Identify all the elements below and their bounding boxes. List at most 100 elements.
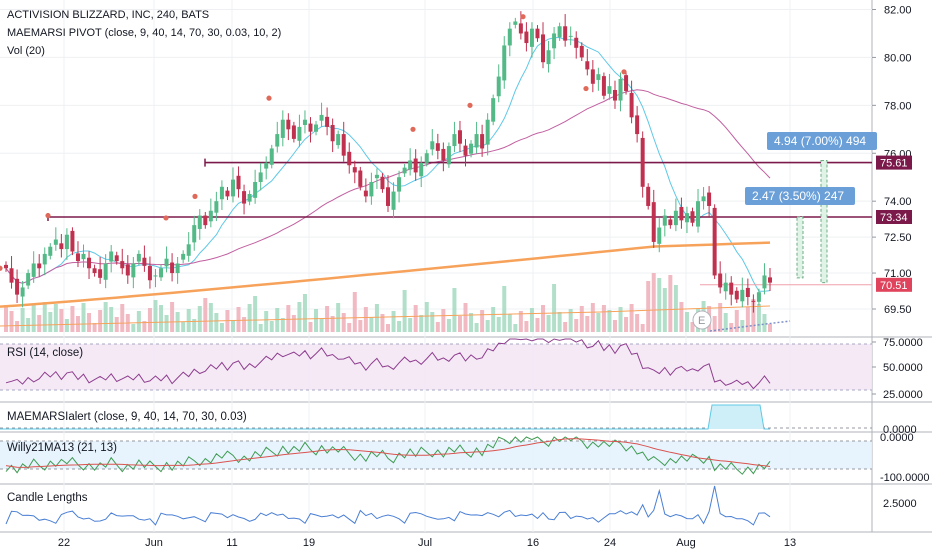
ma-fast-line — [5, 36, 771, 292]
candle-body — [15, 278, 20, 295]
candle-body — [679, 206, 684, 221]
measure-tool[interactable]: 4.94 (7.00%) 494 2.47 (3.50%) 247 E — [692, 132, 877, 332]
volume-bar — [286, 305, 291, 332]
volume-bar — [734, 310, 739, 332]
volume-bar — [413, 305, 418, 332]
willy-tick-label: 0.0000 — [880, 432, 914, 444]
candle-body — [607, 86, 612, 94]
volume-bar — [4, 306, 8, 332]
volume-bar — [768, 324, 772, 332]
candle-body — [723, 282, 728, 292]
candle-body — [42, 253, 47, 265]
candle-body — [341, 134, 346, 156]
candle-body — [4, 264, 8, 269]
candle-body — [109, 251, 114, 262]
rsi-title: RSI (14, close) — [7, 347, 83, 359]
candle-body — [48, 246, 53, 256]
pivot-dot — [410, 126, 416, 132]
volume-bar — [31, 305, 36, 332]
time-axis[interactable]: 22 Jun 11 19 Jul 16 24 Aug 13 — [58, 537, 796, 549]
rsi-tick-label: 75.0000 — [883, 337, 923, 349]
level-price-box — [876, 277, 912, 292]
candle-body — [142, 257, 147, 266]
volume-bar — [42, 302, 47, 332]
candle-body — [308, 123, 313, 132]
volume-bar — [673, 285, 678, 332]
alert-line — [0, 404, 770, 430]
price-axis[interactable]: 82.0080.0078.0076.0074.0072.5071.0069.50… — [872, 5, 930, 511]
rsi-tick-label: 50.0000 — [883, 362, 923, 374]
candle-body — [402, 167, 407, 174]
candle-body — [568, 35, 573, 37]
candle-body — [579, 45, 584, 58]
price-tick-label: 72.50 — [884, 232, 912, 244]
volume-bar — [640, 324, 645, 332]
candle-body — [103, 263, 108, 280]
candle-body — [408, 160, 413, 170]
measure-label-lower-bg — [745, 187, 855, 205]
candle-body — [718, 273, 723, 288]
rsi-line — [5, 338, 771, 390]
candle-body — [507, 28, 512, 46]
price-tick-label: 82.00 — [884, 5, 912, 17]
pivot-dot — [583, 85, 589, 92]
volume-bar — [308, 322, 313, 332]
volume-bar — [469, 313, 474, 332]
volume-bar — [9, 311, 14, 332]
volume-bar — [391, 311, 396, 332]
candle-body — [258, 172, 263, 183]
volume-bar — [541, 305, 546, 332]
candle-body — [624, 75, 629, 91]
candle-body — [153, 275, 158, 277]
candle-body — [635, 115, 640, 135]
willy-ma-line — [5, 438, 771, 468]
candle-body — [657, 227, 662, 244]
willy-pane[interactable] — [0, 436, 872, 475]
volume-bar — [612, 320, 617, 332]
candle-body — [745, 287, 750, 298]
candle-body — [64, 234, 69, 250]
price-pane[interactable]: 4.94 (7.00%) 494 2.47 (3.50%) 247 E — [0, 11, 877, 332]
indicator-volume-title: Vol (20) — [7, 45, 45, 57]
candle-body — [496, 76, 501, 97]
candle-body — [125, 264, 130, 276]
volume-bar — [352, 292, 357, 332]
rsi-pane[interactable] — [0, 338, 872, 391]
candle-body — [98, 269, 103, 278]
candle-body — [275, 134, 280, 147]
volume-bar — [347, 323, 352, 332]
candle-body — [391, 191, 396, 210]
volume-bar — [208, 303, 213, 332]
candle-body — [20, 287, 25, 297]
candle-body — [280, 119, 285, 138]
candle-body — [701, 196, 706, 202]
volume-bar — [474, 323, 479, 332]
candle-lengths-pane[interactable] — [5, 485, 771, 526]
volume-bar — [552, 284, 557, 332]
candle-body — [192, 225, 197, 243]
candle-body — [491, 98, 496, 122]
alert-pane[interactable] — [0, 404, 872, 430]
volume-bar — [186, 309, 191, 332]
candle-body — [291, 125, 296, 139]
volume-bar — [280, 318, 285, 332]
candle-lengths-tick-label: 2.5000 — [883, 498, 917, 510]
price-tick-label: 69.50 — [884, 304, 912, 316]
candle-body — [9, 268, 14, 283]
candles — [4, 11, 772, 313]
candle-body — [225, 190, 230, 197]
volume-bar — [70, 306, 75, 332]
alert-title: MAEMARSIalert (close, 9, 40, 14, 70, 30,… — [7, 411, 247, 423]
candle-body — [618, 78, 623, 101]
volume-bar — [164, 315, 169, 332]
chart-title: ACTIVISION BLIZZARD, INC, 240, BATS — [7, 9, 209, 21]
candle-body — [446, 146, 451, 165]
measure-label-lower: 2.47 (3.50%) 247 — [752, 189, 844, 203]
candle-body — [734, 290, 739, 300]
candle-body — [302, 119, 307, 125]
candle-body — [219, 186, 224, 200]
volume-bar — [397, 321, 402, 332]
candle-body — [181, 253, 186, 260]
volume-bar — [87, 313, 92, 332]
